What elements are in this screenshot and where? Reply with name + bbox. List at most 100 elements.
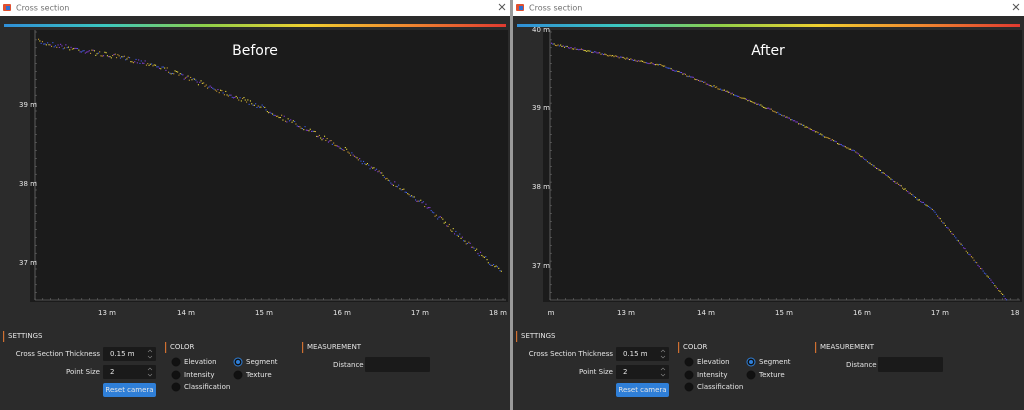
- point: [709, 85, 711, 87]
- point: [778, 113, 780, 115]
- point: [596, 52, 598, 54]
- reset-camera-button[interactable]: [103, 383, 156, 397]
- point: [593, 51, 595, 53]
- thickness-input[interactable]: [103, 347, 156, 361]
- point: [894, 181, 896, 183]
- point: [467, 242, 469, 244]
- point: [489, 263, 491, 265]
- point: [725, 90, 727, 92]
- point: [482, 256, 484, 258]
- point: [694, 78, 696, 80]
- point: [753, 102, 755, 104]
- point: [648, 63, 650, 65]
- point: [695, 79, 697, 81]
- point: [360, 160, 362, 162]
- spin-up[interactable]: [147, 367, 153, 371]
- point: [246, 101, 248, 103]
- radio-button[interactable]: [684, 370, 694, 380]
- spin-down[interactable]: [147, 373, 153, 377]
- point: [476, 248, 478, 250]
- point: [677, 70, 679, 72]
- point: [839, 143, 841, 145]
- point: [382, 174, 384, 176]
- section-marker: [516, 331, 518, 342]
- point: [881, 172, 883, 174]
- window: Cross section 39 m 38 m 37 m 13 m 14 m 15 m 16 …: [0, 0, 510, 397]
- point: [498, 267, 500, 269]
- spin-down[interactable]: [660, 355, 666, 359]
- section-heading: SETTINGS: [8, 332, 43, 340]
- point: [203, 82, 205, 84]
- radio-button[interactable]: [171, 357, 181, 367]
- point: [303, 129, 305, 131]
- point: [431, 211, 433, 213]
- point: [400, 189, 402, 191]
- point: [755, 102, 757, 104]
- point: [331, 143, 333, 145]
- point: [234, 96, 236, 98]
- radio-button[interactable]: [684, 357, 694, 367]
- point: [791, 119, 793, 121]
- spin-down[interactable]: [660, 373, 666, 377]
- radio-button[interactable]: [746, 370, 756, 380]
- close-button[interactable]: [1012, 3, 1020, 11]
- plot-label: Before: [232, 43, 278, 59]
- point: [383, 176, 385, 178]
- reset-camera-button[interactable]: [616, 383, 669, 397]
- point-size-input[interactable]: [103, 365, 156, 379]
- point: [679, 71, 681, 73]
- radio-button[interactable]: [684, 382, 694, 392]
- point: [617, 56, 619, 58]
- point: [994, 285, 996, 287]
- point: [924, 203, 926, 205]
- point: [814, 131, 816, 133]
- point: [58, 46, 60, 48]
- field-label: Point Size: [579, 368, 613, 376]
- point: [928, 205, 930, 207]
- point: [577, 48, 579, 50]
- point: [413, 196, 415, 198]
- point: [491, 264, 493, 266]
- point: [965, 250, 967, 252]
- point: [853, 150, 855, 152]
- point: [830, 139, 832, 141]
- x-tick-label: 15 m: [255, 309, 273, 317]
- point: [571, 48, 573, 50]
- point: [718, 88, 720, 90]
- point: [904, 188, 906, 190]
- spin-up[interactable]: [147, 349, 153, 353]
- point: [909, 192, 911, 194]
- radio-button[interactable]: [171, 382, 181, 392]
- point-size-input[interactable]: [616, 365, 669, 379]
- point: [100, 55, 102, 57]
- point: [426, 207, 428, 209]
- point: [274, 114, 276, 116]
- point: [774, 111, 776, 113]
- point: [591, 51, 593, 53]
- spin-up[interactable]: [660, 349, 666, 353]
- point: [669, 67, 671, 69]
- point: [584, 50, 586, 52]
- point: [772, 110, 774, 112]
- point: [980, 267, 982, 269]
- point: [212, 87, 214, 89]
- thickness-input[interactable]: [616, 347, 669, 361]
- point: [714, 86, 716, 88]
- close-button[interactable]: [498, 3, 506, 11]
- radio-button[interactable]: [233, 370, 243, 380]
- point: [157, 66, 159, 68]
- point: [722, 89, 724, 91]
- point: [892, 180, 894, 182]
- point: [665, 66, 667, 68]
- point: [402, 189, 404, 191]
- spin-up[interactable]: [660, 367, 666, 371]
- spin-down[interactable]: [147, 355, 153, 359]
- point: [684, 73, 686, 75]
- radio-button[interactable]: [171, 370, 181, 380]
- point: [808, 127, 810, 129]
- point: [939, 218, 941, 220]
- point: [974, 261, 976, 263]
- point: [483, 256, 485, 258]
- point: [233, 97, 235, 99]
- point: [861, 156, 863, 158]
